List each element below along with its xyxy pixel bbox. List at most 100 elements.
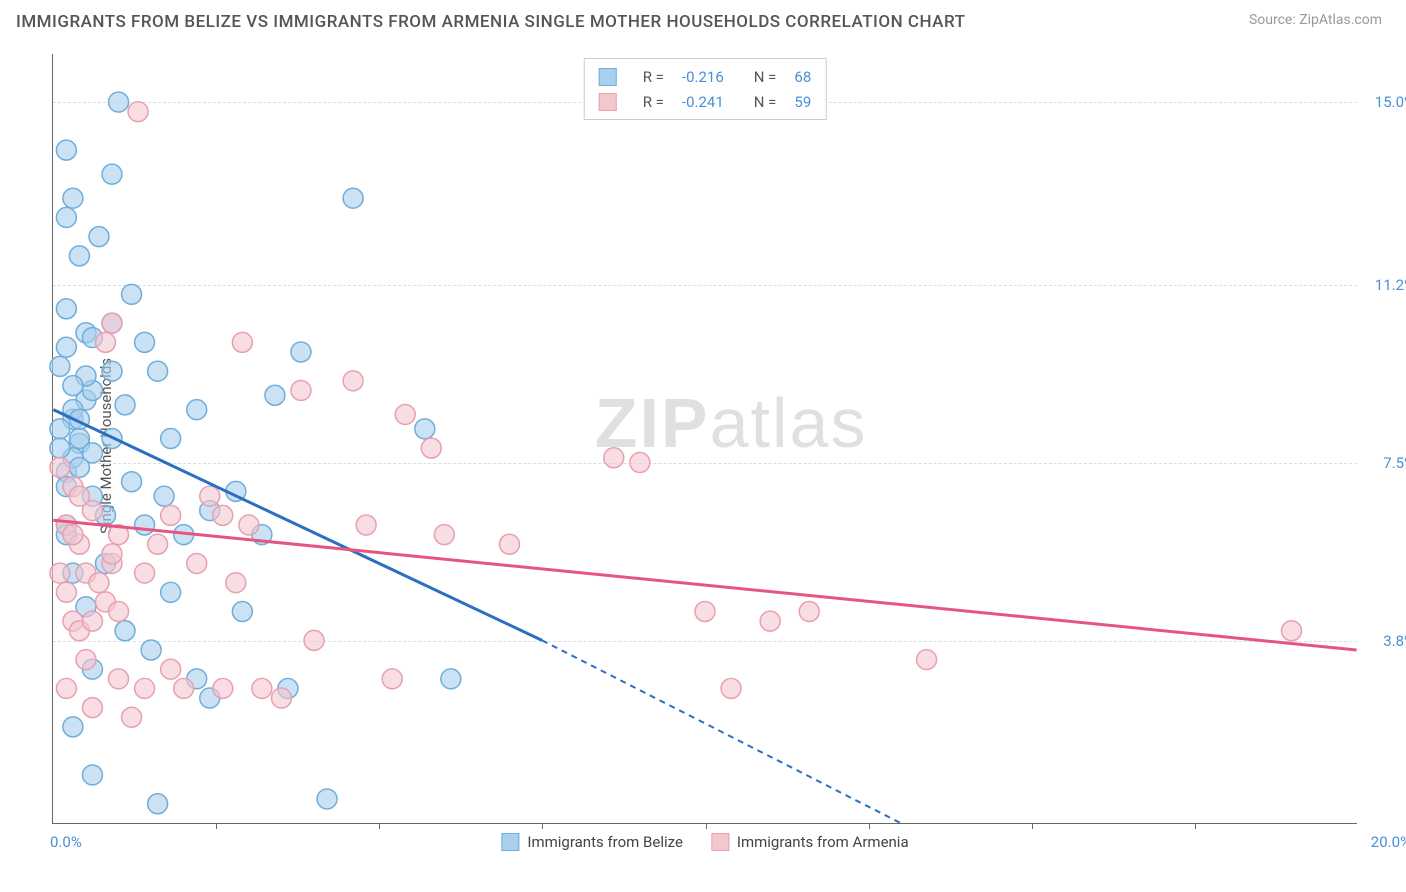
data-point-belize [82,765,102,785]
data-point-armenia [76,650,96,670]
data-point-belize [415,419,435,439]
data-point-armenia [128,102,148,122]
data-point-armenia [135,678,155,698]
data-point-belize [115,395,135,415]
data-point-belize [109,92,129,112]
data-point-belize [122,284,142,304]
scatter-svg [53,54,1357,823]
data-point-belize [50,438,70,458]
data-point-armenia [161,659,181,679]
source-label: Source: ZipAtlas.com [1249,12,1382,28]
data-point-belize [69,246,89,266]
data-point-belize [122,472,142,492]
y-tick-label: 11.2% [1375,276,1406,294]
data-point-armenia [109,669,129,689]
chart-title: IMMIGRANTS FROM BELIZE VS IMMIGRANTS FRO… [16,12,965,32]
data-point-belize [89,227,109,247]
legend-stat-row-armenia: R = -0.241N = 59 [591,90,820,113]
data-point-armenia [213,678,233,698]
data-point-belize [82,443,102,463]
legend-item-armenia: Immigrants from Armenia [711,833,909,851]
data-point-armenia [69,486,89,506]
trendline-armenia [53,520,1356,650]
data-point-belize [102,164,122,184]
data-point-armenia [89,573,109,593]
data-point-armenia [56,678,76,698]
legend-item-belize: Immigrants from Belize [501,833,683,851]
correlation-legend: R = -0.216N = 68R = -0.241N = 59 [584,58,827,120]
data-point-armenia [213,505,233,525]
data-point-armenia [135,563,155,583]
data-point-armenia [695,602,715,622]
series-legend: Immigrants from Belize Immigrants from Ar… [501,833,908,851]
data-point-armenia [239,515,259,535]
data-point-armenia [721,678,741,698]
chart-plot-area: ZIPatlas 15.0%11.2%7.5%3.8% R = -0.216N … [52,54,1357,824]
data-point-armenia [174,678,194,698]
data-point-belize [265,385,285,405]
data-point-armenia [630,453,650,473]
trendline-dashed-belize [542,640,900,823]
data-point-armenia [82,611,102,631]
x-tick [216,823,217,829]
data-point-belize [135,332,155,352]
data-point-armenia [799,602,819,622]
data-point-belize [63,376,83,396]
data-point-armenia [148,534,168,554]
data-point-belize [115,621,135,641]
data-point-belize [317,789,337,809]
data-point-belize [56,140,76,160]
data-point-belize [291,342,311,362]
data-point-armenia [356,515,376,535]
x-tick [869,823,870,829]
data-point-armenia [500,534,520,554]
data-point-armenia [161,505,181,525]
data-point-belize [187,400,207,420]
data-point-armenia [271,688,291,708]
data-point-belize [50,356,70,376]
y-tick-label: 3.8% [1383,632,1406,650]
data-point-armenia [82,698,102,718]
data-point-belize [343,188,363,208]
data-point-belize [232,602,252,622]
data-point-armenia [50,457,70,477]
data-point-belize [63,717,83,737]
data-point-armenia [760,611,780,631]
data-point-belize [135,515,155,535]
data-point-armenia [1282,621,1302,641]
data-point-armenia [50,563,70,583]
data-point-armenia [122,707,142,727]
x-tick [1032,823,1033,829]
data-point-belize [441,669,461,689]
data-point-armenia [95,332,115,352]
data-point-belize [141,640,161,660]
data-point-armenia [395,404,415,424]
data-point-armenia [604,448,624,468]
data-point-armenia [226,573,246,593]
data-point-armenia [291,380,311,400]
data-point-belize [50,419,70,439]
data-point-armenia [917,650,937,670]
data-point-armenia [304,630,324,650]
data-point-armenia [232,332,252,352]
x-axis-min-label: 0.0% [50,833,82,851]
data-point-belize [56,337,76,357]
data-point-belize [154,486,174,506]
data-point-armenia [102,313,122,333]
data-point-belize [102,361,122,381]
data-point-belize [56,207,76,227]
data-point-armenia [434,525,454,545]
data-point-armenia [63,525,83,545]
data-point-belize [161,582,181,602]
data-point-armenia [102,544,122,564]
data-point-armenia [343,371,363,391]
data-point-belize [63,188,83,208]
legend-stat-row-belize: R = -0.216N = 68 [591,65,820,88]
x-tick [1195,823,1196,829]
data-point-armenia [200,486,220,506]
data-point-belize [148,361,168,381]
x-tick [379,823,380,829]
data-point-belize [148,794,168,814]
data-point-belize [56,299,76,319]
x-tick [542,823,543,829]
